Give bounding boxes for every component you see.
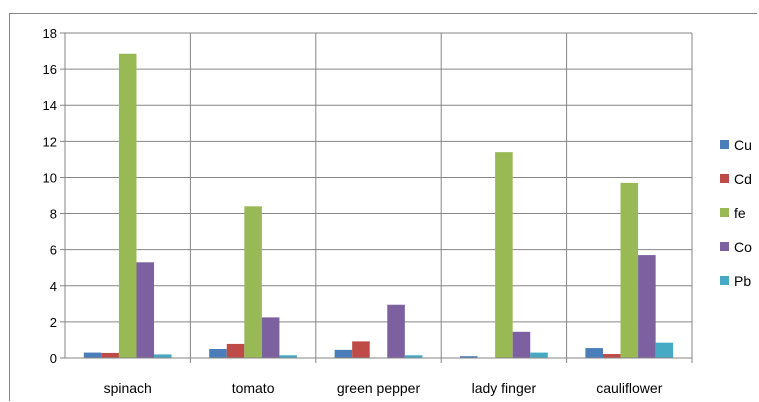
bar-fe-tomato [244, 206, 262, 358]
y-tick-label: 12 [43, 134, 57, 149]
legend-label-fe: fe [734, 205, 746, 221]
x-category-label: cauliflower [596, 380, 662, 396]
bar-Cd-green-pepper [352, 341, 370, 358]
x-category-label: spinach [104, 380, 152, 396]
legend-label-Cu: Cu [734, 137, 752, 153]
bar-Pb-spinach [154, 354, 172, 358]
x-category-label: tomato [232, 380, 275, 396]
x-axis-categories: spinach tomato green pepper lady finger caul… [60, 357, 692, 396]
gridlines [60, 32, 693, 363]
bar-Cd-cauliflower [602, 354, 621, 358]
bar-Cu-spinach [83, 352, 102, 358]
chart-frame [9, 13, 757, 401]
y-tick-label: 8 [50, 207, 57, 222]
bar-Cd-spinach [101, 352, 119, 358]
x-category-label: lady finger [472, 380, 537, 396]
y-tick-label: 2 [50, 315, 57, 330]
bar-Co-spinach [136, 262, 155, 358]
bar-fe-lady-finger [495, 152, 513, 358]
legend: Cu Cd fe Co Pb [720, 137, 752, 289]
y-tick-label: 0 [50, 351, 57, 366]
legend-swatch-Pb [720, 276, 729, 285]
bar-Co-lady-finger [512, 331, 531, 358]
legend-swatch-Co [720, 242, 729, 251]
y-tick-label: 14 [43, 98, 57, 113]
bar-Cu-lady-finger [460, 356, 478, 358]
legend-label-Pb: Pb [734, 273, 751, 289]
bar-Cu-tomato [209, 348, 227, 358]
bar-fe-spinach [118, 53, 137, 359]
bar-Pb-tomato [279, 355, 297, 358]
y-axis-ticks: 0 2 4 6 8 10 12 14 16 18 [43, 26, 57, 366]
legend-label-Co: Co [734, 239, 752, 255]
bar-Co-cauliflower [638, 255, 656, 358]
y-tick-label: 16 [43, 62, 57, 77]
bar-Cd-tomato [226, 343, 245, 358]
y-tick-label: 10 [43, 170, 57, 185]
bar-Pb-lady-finger [530, 352, 548, 358]
bar-Co-tomato [261, 317, 280, 358]
bar-Cu-cauliflower [585, 348, 603, 358]
y-tick-label: 6 [50, 243, 57, 258]
legend-swatch-Cd [720, 174, 729, 183]
bar-fe-cauliflower [620, 182, 639, 358]
x-category-label: green pepper [337, 380, 421, 396]
bar-Pb-cauliflower [655, 342, 674, 358]
bar-Cu-green-pepper [334, 349, 353, 358]
y-tick-label: 18 [43, 26, 57, 41]
y-tick-label: 4 [50, 279, 57, 294]
legend-swatch-fe [720, 208, 729, 217]
bar-Co-green-pepper [387, 304, 405, 358]
legend-swatch-Cu [720, 140, 729, 149]
bars [83, 53, 674, 359]
bar-Pb-green-pepper [404, 355, 423, 358]
legend-label-Cd: Cd [734, 171, 752, 187]
